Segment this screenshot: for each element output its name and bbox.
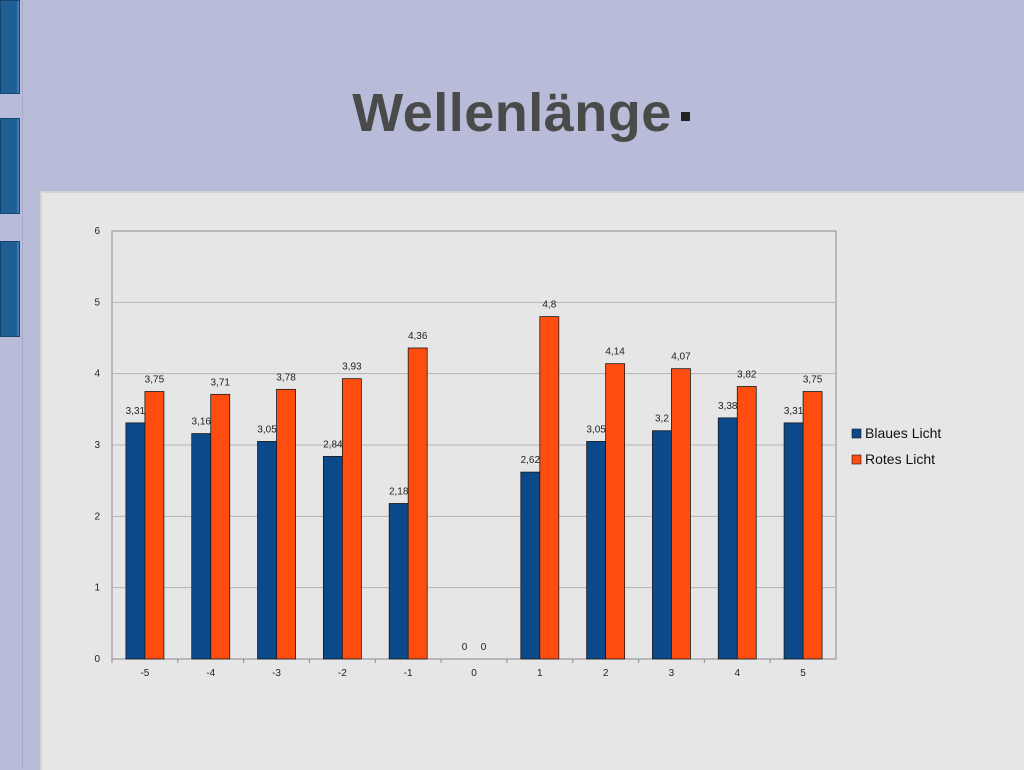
bar-blaues-licht	[652, 430, 672, 660]
bar-blaues-licht	[322, 456, 343, 660]
data-label-blaues-licht: 3,2	[655, 414, 669, 425]
data-label-blaues-licht: 3,31	[784, 406, 804, 417]
data-label-blaues-licht: 3,05	[586, 424, 606, 435]
bar-blaues-licht	[388, 503, 409, 660]
x-tick-label: 4	[734, 668, 740, 679]
x-tick-label: -5	[140, 668, 149, 679]
x-tick-label: 5	[800, 668, 806, 679]
y-tick-label: 6	[94, 226, 100, 237]
slide-tab-2[interactable]	[0, 118, 20, 214]
bar-blaues-licht	[257, 441, 277, 660]
y-tick-label: 4	[94, 369, 100, 380]
data-label-blaues-licht: 3,05	[257, 424, 277, 435]
bar-chart: 0 1 2 3 4 5 6 -5 3,31 3,75 -4 3,16 3,71 -3 3,05 3,78 -2 2…	[94, 226, 941, 679]
bar-blaues-licht	[717, 417, 738, 660]
bar-rotes-licht	[144, 391, 165, 660]
slide-tab-3[interactable]	[0, 241, 20, 337]
y-tick-label: 0	[94, 654, 100, 665]
legend-label: Blaues Licht	[865, 425, 941, 441]
x-tick-label: -4	[206, 668, 215, 679]
data-label-blaues-licht: 3,16	[191, 417, 211, 428]
x-tick-label: 3	[669, 668, 675, 679]
data-label-rotes-licht: 3,71	[210, 377, 230, 388]
y-tick-label: 1	[94, 583, 100, 594]
data-label-blaues-licht: 3,31	[126, 406, 146, 417]
legend-swatch	[851, 454, 862, 465]
chart-panel: 0 1 2 3 4 5 6 -5 3,31 3,75 -4 3,16 3,71 -3 3,05 3,78 -2 2…	[40, 191, 1024, 770]
data-label-rotes-licht: 0	[481, 642, 487, 653]
data-label-rotes-licht: 3,75	[145, 375, 165, 386]
y-tick-label: 3	[94, 440, 100, 451]
data-label-rotes-licht: 3,82	[737, 370, 757, 381]
data-label-rotes-licht: 3,93	[342, 362, 362, 373]
x-tick-label: 1	[537, 668, 543, 679]
legend-swatch	[851, 428, 862, 439]
bar-rotes-licht	[802, 391, 823, 660]
data-label-rotes-licht: 3,78	[276, 372, 296, 383]
slide-title: Wellenlänge	[352, 83, 672, 143]
bar-rotes-licht	[605, 363, 626, 660]
data-label-blaues-licht: 2,84	[323, 439, 343, 450]
y-tick-label: 2	[94, 511, 100, 522]
data-label-blaues-licht: 3,38	[718, 401, 738, 412]
bar-blaues-licht	[520, 471, 541, 660]
data-label-blaues-licht: 2,62	[521, 455, 541, 466]
data-label-blaues-licht: 0	[462, 642, 468, 653]
bar-blaues-licht	[586, 441, 607, 660]
y-tick-label: 5	[94, 297, 100, 308]
bar-rotes-licht	[276, 388, 296, 660]
data-label-rotes-licht: 3,75	[803, 375, 823, 386]
bar-rotes-licht	[341, 378, 362, 660]
bar-rotes-licht	[671, 368, 691, 660]
data-label-blaues-licht: 2,18	[389, 486, 409, 497]
title-bullet-icon	[681, 112, 690, 121]
bar-blaues-licht	[783, 422, 804, 660]
data-label-rotes-licht: 4,8	[542, 300, 556, 311]
legend-label: Rotes Licht	[865, 451, 935, 467]
bar-rotes-licht	[539, 316, 560, 660]
x-tick-label: 2	[603, 668, 609, 679]
x-tick-label: 0	[471, 668, 477, 679]
bar-blaues-licht	[191, 433, 212, 660]
slide-tab-1[interactable]	[0, 0, 20, 94]
data-label-rotes-licht: 4,36	[408, 331, 428, 342]
x-tick-label: -1	[404, 668, 413, 679]
x-tick-label: -2	[338, 668, 347, 679]
data-label-rotes-licht: 4,14	[605, 347, 625, 358]
bar-rotes-licht	[736, 386, 757, 660]
bar-blaues-licht	[125, 422, 146, 660]
bar-rotes-licht	[210, 393, 231, 660]
x-tick-label: -3	[272, 668, 281, 679]
bar-rotes-licht	[407, 347, 428, 660]
data-label-rotes-licht: 4,07	[671, 352, 691, 363]
